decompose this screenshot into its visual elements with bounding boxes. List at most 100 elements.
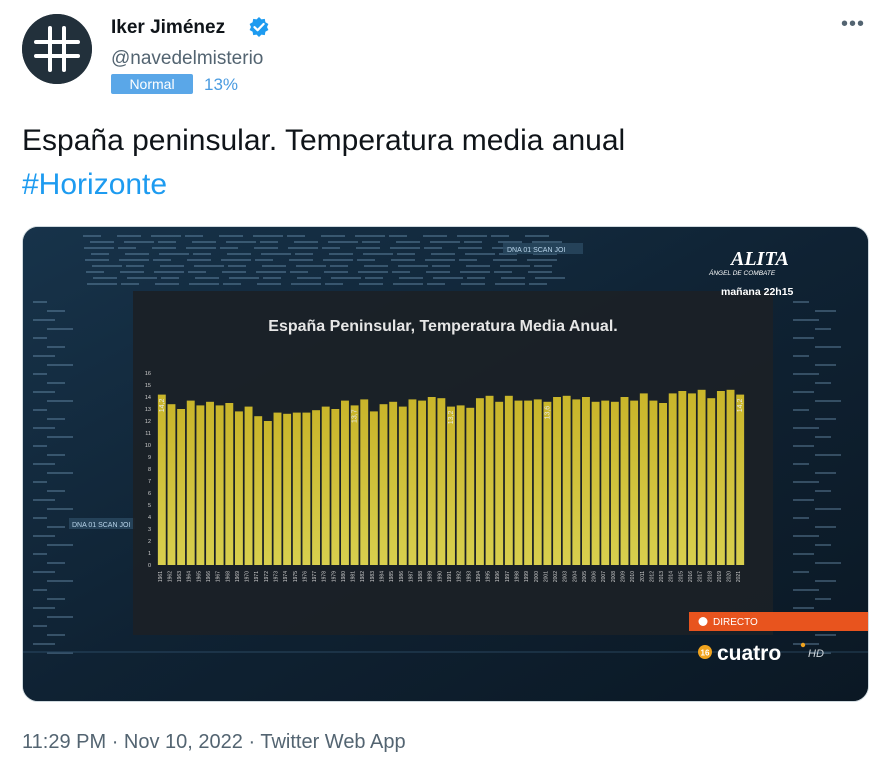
x-tick-label: 1989	[428, 571, 434, 582]
display-name[interactable]: Iker Jiménez	[111, 17, 226, 38]
bar-data-label: 14,2	[159, 398, 166, 412]
x-tick-label: 1978	[322, 571, 328, 582]
y-tick-label: 6	[148, 491, 151, 497]
x-tick-label: 1969	[235, 571, 241, 582]
tweet-media[interactable]: DNA 01 SCAN JOI DNA 01 SCAN JOI España P…	[22, 226, 869, 702]
user-handle[interactable]: @navedelmisterio	[111, 48, 264, 69]
promo-title: ALITA	[729, 248, 789, 270]
x-tick-label: 2001	[543, 571, 549, 582]
chart-bar	[196, 405, 205, 565]
channel-logo: cuatro	[717, 642, 781, 665]
channel-suffix: HD	[808, 648, 824, 660]
chart-bar	[475, 398, 484, 565]
age-rating: 16	[701, 649, 710, 658]
chart-bar	[331, 409, 340, 565]
x-tick-label: 1994	[476, 571, 482, 582]
chart-bar	[206, 401, 214, 565]
chart-bar	[321, 406, 330, 565]
chart-bar	[639, 393, 648, 565]
x-tick-label: 1970	[245, 571, 251, 582]
scan-label-left: DNA 01 SCAN JOI	[72, 522, 130, 529]
x-tick-label: 1974	[283, 571, 289, 582]
x-tick-label: 1986	[399, 571, 405, 582]
bar-data-label: 13,7	[352, 409, 359, 423]
x-tick-label: 2005	[582, 571, 588, 582]
x-tick-label: 2019	[717, 571, 723, 582]
y-tick-label: 15	[145, 383, 151, 389]
chart-bar	[466, 407, 475, 565]
x-tick-label: 1979	[331, 571, 337, 582]
chart-bar	[610, 401, 619, 565]
chart-bar	[360, 399, 369, 565]
background-data-overlay	[23, 235, 868, 654]
x-tick-label: 2015	[678, 571, 684, 582]
status-badge: Normal	[111, 74, 193, 94]
more-options-icon[interactable]: •••	[840, 13, 865, 35]
chart-bar	[668, 393, 677, 565]
chart-bar	[697, 389, 706, 565]
x-tick-label: 2020	[727, 571, 733, 582]
y-tick-label: 11	[145, 431, 151, 437]
bar-data-label: 14,2	[737, 398, 744, 412]
x-tick-label: 2010	[630, 571, 636, 582]
chart-bar	[437, 398, 446, 565]
y-tick-label: 0	[148, 563, 151, 569]
chart-bar	[707, 398, 716, 565]
x-tick-label: 1983	[370, 571, 376, 582]
chart-bar	[292, 412, 301, 565]
chart-bar	[447, 406, 455, 565]
x-tick-label: 1964	[187, 571, 193, 582]
x-tick-label: 1993	[466, 571, 472, 582]
hashtag-link[interactable]: #Horizonte	[22, 168, 168, 201]
chart-bar	[726, 389, 735, 565]
y-tick-label: 1	[148, 551, 151, 557]
x-tick-label: 1988	[418, 571, 424, 582]
chart-bar	[341, 400, 349, 565]
bar-data-label: 13,6	[544, 406, 551, 420]
x-tick-label: 2009	[621, 571, 627, 582]
chart-title: España Peninsular, Temperatura Media Anu…	[268, 318, 617, 335]
x-tick-label: 2002	[553, 571, 559, 582]
y-tick-label: 14	[145, 395, 151, 401]
chart-bar	[630, 400, 639, 565]
chart-bar	[312, 410, 321, 565]
x-tick-label: 1971	[254, 571, 260, 582]
y-tick-label: 16	[145, 371, 151, 377]
tweet-source[interactable]: Twitter Web App	[260, 731, 406, 753]
bar-data-label: 13,2	[448, 410, 455, 424]
x-tick-label: 1996	[495, 571, 501, 582]
chart-bar	[504, 395, 513, 565]
x-tick-label: 1976	[302, 571, 308, 582]
x-tick-label: 2017	[698, 571, 704, 582]
chart-bar	[543, 401, 552, 565]
chart-bar	[167, 404, 176, 565]
chart-bar	[408, 399, 417, 565]
y-tick-label: 13	[145, 407, 151, 413]
age-rating-icon	[698, 645, 712, 659]
live-badge	[689, 612, 868, 631]
chart-bar	[533, 399, 542, 565]
chart-bar	[524, 400, 533, 565]
tv-screenshot: DNA 01 SCAN JOI DNA 01 SCAN JOI España P…	[23, 227, 868, 701]
chart-bar	[225, 403, 234, 565]
x-tick-label: 2006	[592, 571, 598, 582]
avatar[interactable]	[22, 14, 92, 84]
x-tick-label: 1962	[167, 571, 173, 582]
chart-bar	[678, 391, 687, 565]
x-tick-label: 2016	[688, 571, 694, 582]
live-dot-icon	[698, 617, 708, 626]
chart-bar	[514, 400, 523, 565]
x-tick-label: 1963	[177, 571, 183, 582]
chart-bar	[495, 401, 504, 565]
meta-separator: ·	[111, 731, 119, 753]
x-tick-label: 1987	[408, 571, 414, 582]
x-tick-label: 1973	[273, 571, 279, 582]
hashtag-logo-icon	[22, 14, 92, 84]
x-tick-label: 1967	[216, 571, 222, 582]
tweet-timestamp[interactable]: 11:29 PM · Nov 10, 2022 · Twitter Web Ap…	[22, 731, 406, 754]
chart-bar	[389, 401, 398, 565]
chart-bar	[177, 409, 186, 565]
verified-badge-icon	[249, 17, 269, 37]
chart-bar	[263, 421, 272, 565]
y-tick-label: 9	[148, 455, 151, 461]
